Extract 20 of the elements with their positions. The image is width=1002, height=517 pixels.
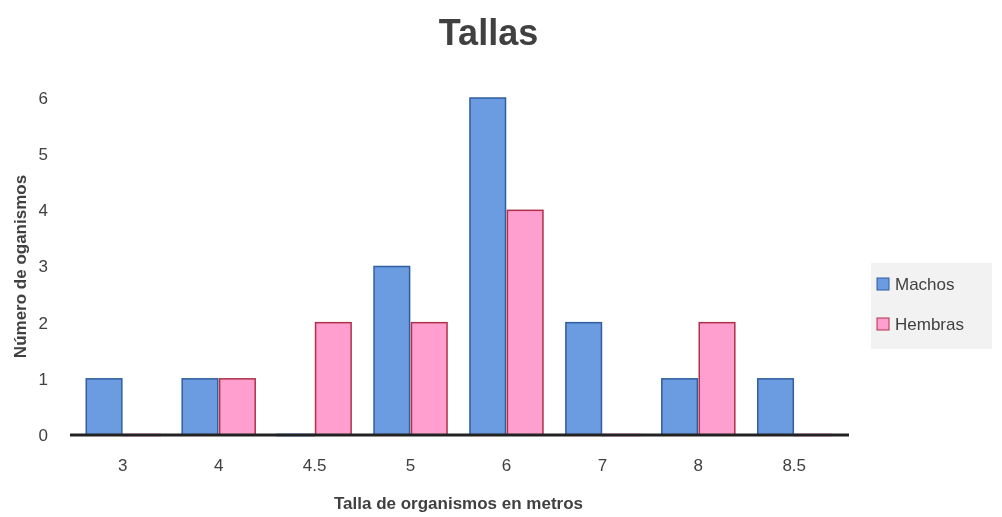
x-tick-label: 8 bbox=[693, 456, 704, 475]
x-axis-title: Talla de organismos en metros bbox=[333, 494, 584, 513]
y-tick-label: 0 bbox=[38, 425, 48, 445]
legend-label: Machos bbox=[895, 274, 955, 294]
chart-title: Tallas bbox=[438, 12, 539, 53]
y-tick-label: 1 bbox=[38, 369, 48, 389]
y-tick-label: 3 bbox=[38, 257, 48, 277]
y-tick-label: 4 bbox=[38, 201, 48, 221]
y-axis-title: Número de oganismos bbox=[11, 174, 30, 359]
x-tick-label: 4.5 bbox=[302, 456, 327, 475]
x-tick-label: 7 bbox=[597, 456, 608, 475]
x-tick-label: 6 bbox=[501, 456, 512, 475]
x-tick-label: 4 bbox=[213, 456, 224, 475]
y-tick-label: 5 bbox=[38, 145, 48, 165]
x-tick-label: 3 bbox=[118, 456, 128, 475]
x-tick-label: 5 bbox=[405, 456, 416, 475]
y-tick-label: 2 bbox=[38, 313, 48, 333]
y-tick-label: 6 bbox=[38, 88, 48, 108]
x-tick-label: 8.5 bbox=[782, 456, 807, 475]
legend-label: Hembras bbox=[895, 314, 964, 334]
